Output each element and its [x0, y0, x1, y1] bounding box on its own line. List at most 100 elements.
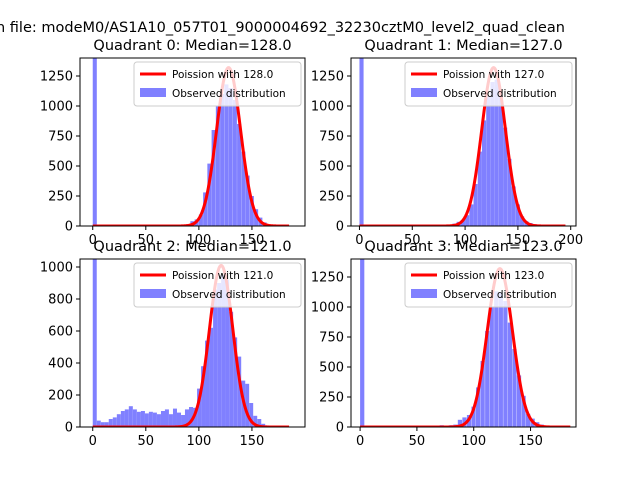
- histogram-bar: [136, 411, 141, 427]
- histogram-bar: [359, 58, 364, 226]
- histogram-bar: [469, 204, 474, 226]
- y-tick-label: 500: [319, 361, 344, 376]
- x-tick-label: 100: [453, 233, 478, 248]
- histogram-bar: [201, 366, 206, 427]
- histogram-bar: [249, 196, 254, 226]
- plot-area: [358, 58, 567, 226]
- subplot-title: Quadrant 0: Median=128.0: [93, 38, 291, 54]
- histogram-bar: [489, 307, 494, 427]
- subplot-1: 0 50 100 150 200 0 250 500 750 1000 1250 Quadrant 1…: [311, 38, 583, 248]
- histogram-bar: [360, 259, 365, 427]
- histogram-bar: [245, 383, 250, 427]
- histogram-bar: [486, 96, 491, 226]
- subplot-3: 0 50 100 150 0 250 500 750 1000 1250 Quadrant 3: M…: [311, 239, 577, 449]
- plot-area: [359, 259, 572, 427]
- x-tick-label: 200: [558, 233, 583, 248]
- histogram-bar: [237, 356, 242, 427]
- x-tick-label: 150: [505, 233, 530, 248]
- x-tick-label: 50: [138, 434, 155, 449]
- histogram-bar: [526, 413, 531, 427]
- histogram-bar: [144, 413, 149, 427]
- x-tick-label: 150: [518, 434, 543, 449]
- legend-hist-swatch: [140, 88, 166, 97]
- histogram-bar: [104, 422, 109, 427]
- histogram-bar: [152, 412, 157, 427]
- legend-hist-label: Observed distribution: [172, 289, 286, 301]
- legend-line-label: Poission with 128.0: [172, 69, 273, 81]
- y-tick-label: 0: [336, 220, 344, 235]
- x-tick-label: 50: [138, 233, 155, 248]
- histogram-bar: [473, 184, 478, 226]
- histogram-bar: [148, 411, 153, 427]
- histogram-bar: [241, 151, 246, 226]
- legend-box: [133, 61, 302, 107]
- poisson-fit-line: [359, 267, 572, 427]
- legend-box: [404, 262, 573, 308]
- y-tick-label: 600: [48, 325, 73, 340]
- y-tick-label: 750: [319, 331, 344, 346]
- legend: Poission with 121.0 Observed distribution: [133, 262, 302, 308]
- y-tick-label: 1000: [40, 261, 73, 276]
- histogram-bar: [203, 192, 208, 226]
- plot-area: [91, 58, 291, 226]
- histogram-bar: [188, 407, 194, 427]
- histogram-bar: [512, 349, 517, 427]
- histogram-bar: [503, 301, 508, 427]
- legend-hist-swatch: [411, 88, 437, 97]
- y-tick-label: 0: [65, 421, 73, 436]
- y-tick-label: 1000: [40, 100, 73, 115]
- histogram-bar: [520, 216, 525, 226]
- subplot-title: Quadrant 2: Median=121.0: [93, 239, 291, 255]
- histogram-bar: [168, 414, 173, 427]
- x-tick-label: 150: [240, 233, 265, 248]
- histogram-bar: [132, 409, 137, 427]
- histogram-bar: [120, 411, 125, 427]
- axes-frame: [79, 57, 306, 227]
- y-tick-label: 1250: [40, 70, 73, 85]
- histogram-bar: [494, 79, 499, 226]
- axes-frame: [350, 57, 577, 227]
- histogram-bar: [198, 214, 203, 226]
- histogram-bar: [237, 124, 242, 226]
- x-tick-label: 0: [89, 233, 97, 248]
- histogram-bar: [224, 84, 229, 226]
- histogram-bar: [181, 415, 186, 427]
- legend-hist-label: Observed distribution: [443, 88, 557, 100]
- histogram-bar: [205, 340, 210, 427]
- histogram-bar: [498, 96, 504, 226]
- y-tick-label: 250: [48, 190, 73, 205]
- y-tick-label: 1000: [311, 100, 344, 115]
- histogram-bar: [460, 220, 465, 226]
- histogram-bar: [228, 88, 233, 226]
- legend-hist-swatch: [411, 289, 437, 298]
- legend: Poission with 128.0 Observed distribution: [133, 61, 302, 107]
- figure-suptitle: n file: modeM0/AS1A10_057T01_9000004692_…: [0, 20, 565, 36]
- histogram-bar: [215, 106, 220, 226]
- histogram-bar: [485, 331, 490, 427]
- histogram-bar: [211, 130, 216, 226]
- y-tick-label: 1250: [311, 70, 344, 85]
- y-tick-label: 1250: [311, 271, 344, 286]
- legend-box: [133, 262, 302, 308]
- histogram-bar: [184, 409, 189, 427]
- histogram-bar: [92, 58, 97, 226]
- legend-hist-swatch: [140, 289, 166, 298]
- histogram-bar: [207, 163, 212, 226]
- histogram-bar: [245, 175, 250, 226]
- legend: Poission with 123.0 Observed distribution: [404, 262, 573, 308]
- histogram-bar: [253, 415, 258, 427]
- y-tick-label: 750: [48, 130, 73, 145]
- histogram-bar: [257, 419, 262, 427]
- x-tick-label: 0: [89, 434, 97, 449]
- legend-line-label: Poission with 121.0: [172, 270, 273, 282]
- histogram-bar: [490, 82, 495, 226]
- histogram-bar: [116, 414, 121, 427]
- histogram-bar: [498, 292, 503, 427]
- histogram-bar: [164, 409, 169, 427]
- y-tick-label: 250: [319, 190, 344, 205]
- histogram-bar: [209, 327, 214, 427]
- legend-hist-label: Observed distribution: [172, 88, 286, 100]
- legend-box: [404, 61, 573, 107]
- histogram-bar: [507, 158, 512, 226]
